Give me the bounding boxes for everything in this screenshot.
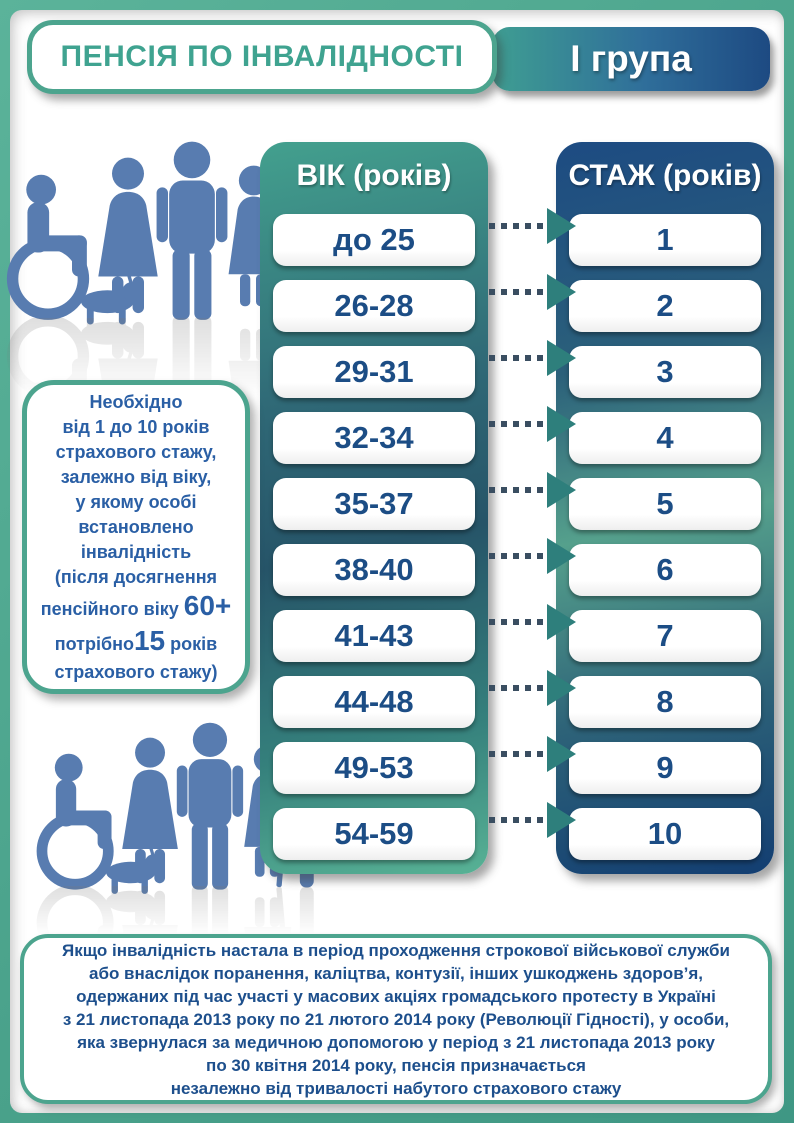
wheelchair-person-icon bbox=[36, 753, 114, 890]
experience-cell: 10 bbox=[569, 808, 761, 860]
note-line: інвалідність bbox=[80, 541, 192, 562]
experience-column: СТАЖ (років) 1 2 3 4 5 6 7 8 9 10 bbox=[556, 142, 774, 874]
legal-note-line: по 30 квітня 2014 року, пенсія призначає… bbox=[206, 1055, 586, 1075]
age-column-header: ВІК (років) bbox=[296, 158, 452, 192]
age-cell: 44-48 bbox=[273, 676, 475, 728]
pension-age-value: 60+ bbox=[183, 589, 232, 621]
legal-note: Якщо інвалідність настала в період прохо… bbox=[20, 934, 772, 1104]
page-title-pill: ПЕНСІЯ ПО ІНВАЛІДНОСТІ bbox=[27, 20, 497, 94]
experience-cell: 8 bbox=[569, 676, 761, 728]
woman-icon bbox=[98, 157, 158, 314]
note-text: пенсійного віку bbox=[40, 598, 184, 619]
required-years-value: 15 bbox=[133, 624, 166, 656]
requirements-note: Необхідно від 1 до 10 років страхового с… bbox=[22, 380, 250, 694]
group-badge-label: І група bbox=[570, 38, 692, 79]
arrow-right-icon bbox=[489, 538, 576, 574]
wheelchair-person-icon bbox=[6, 174, 90, 320]
note-line-pension-age: пенсійного віку 60+ bbox=[41, 590, 232, 625]
man-icon bbox=[156, 141, 228, 320]
man-icon bbox=[176, 722, 244, 890]
arrow-right-icon bbox=[489, 208, 576, 244]
experience-cell: 7 bbox=[569, 610, 761, 662]
legal-note-line: або внаслідок поранення, каліцтва, конту… bbox=[88, 963, 704, 983]
note-line: страхового стажу) bbox=[54, 661, 218, 682]
arrow-right-icon bbox=[489, 274, 576, 310]
age-cell: 35-37 bbox=[273, 478, 475, 530]
arrow-right-icon bbox=[489, 604, 576, 640]
experience-cell: 3 bbox=[569, 346, 761, 398]
age-cell: 49-53 bbox=[273, 742, 475, 794]
note-line: страхового стажу, bbox=[55, 441, 217, 462]
note-line-required-years: потрібно15 років bbox=[55, 625, 217, 660]
legal-note-line: з 21 листопада 2013 року по 21 лютого 20… bbox=[62, 1009, 730, 1029]
experience-cell: 9 bbox=[569, 742, 761, 794]
age-column: ВІК (років) до 25 26-28 29-31 32-34 35-3… bbox=[260, 142, 488, 874]
note-line: у якому особі bbox=[75, 491, 197, 512]
age-cell: 38-40 bbox=[273, 544, 475, 596]
arrow-right-icon bbox=[489, 670, 576, 706]
age-cell: 29-31 bbox=[273, 346, 475, 398]
page-title: ПЕНСІЯ ПО ІНВАЛІДНОСТІ bbox=[60, 40, 464, 73]
arrow-right-icon bbox=[489, 736, 576, 772]
experience-cell: 5 bbox=[569, 478, 761, 530]
legal-note-line: яка звернулася за медичною допомогою у п… bbox=[77, 1032, 715, 1052]
legal-note-line: одержаних під час участі у масових акція… bbox=[76, 986, 716, 1006]
arrow-right-icon bbox=[489, 406, 576, 442]
age-cell: 54-59 bbox=[273, 808, 475, 860]
age-cell: 41-43 bbox=[273, 610, 475, 662]
experience-column-header: СТАЖ (років) bbox=[568, 158, 762, 192]
arrow-right-icon bbox=[489, 340, 576, 376]
note-text: років bbox=[165, 633, 218, 654]
note-text: потрібно bbox=[54, 633, 134, 654]
experience-cell: 1 bbox=[569, 214, 761, 266]
note-line: Необхідно bbox=[89, 391, 183, 412]
note-line: встановлено bbox=[78, 516, 194, 537]
experience-cell: 2 bbox=[569, 280, 761, 332]
woman-icon bbox=[122, 737, 178, 884]
note-line: від 1 до 10 років bbox=[62, 416, 210, 437]
note-line: залежно від віку, bbox=[60, 466, 212, 487]
age-cell: 26-28 bbox=[273, 280, 475, 332]
legal-note-line: незалежно від тривалості набутого страхо… bbox=[170, 1078, 622, 1098]
experience-cell: 6 bbox=[569, 544, 761, 596]
arrow-right-icon bbox=[489, 802, 576, 838]
experience-cell: 4 bbox=[569, 412, 761, 464]
note-line: (після досягнення bbox=[54, 566, 218, 587]
arrow-right-icon bbox=[489, 472, 576, 508]
group-badge: І група bbox=[492, 27, 770, 91]
age-cell: 32-34 bbox=[273, 412, 475, 464]
age-cell: до 25 bbox=[273, 214, 475, 266]
legal-note-line: Якщо інвалідність настала в період прохо… bbox=[62, 940, 730, 960]
